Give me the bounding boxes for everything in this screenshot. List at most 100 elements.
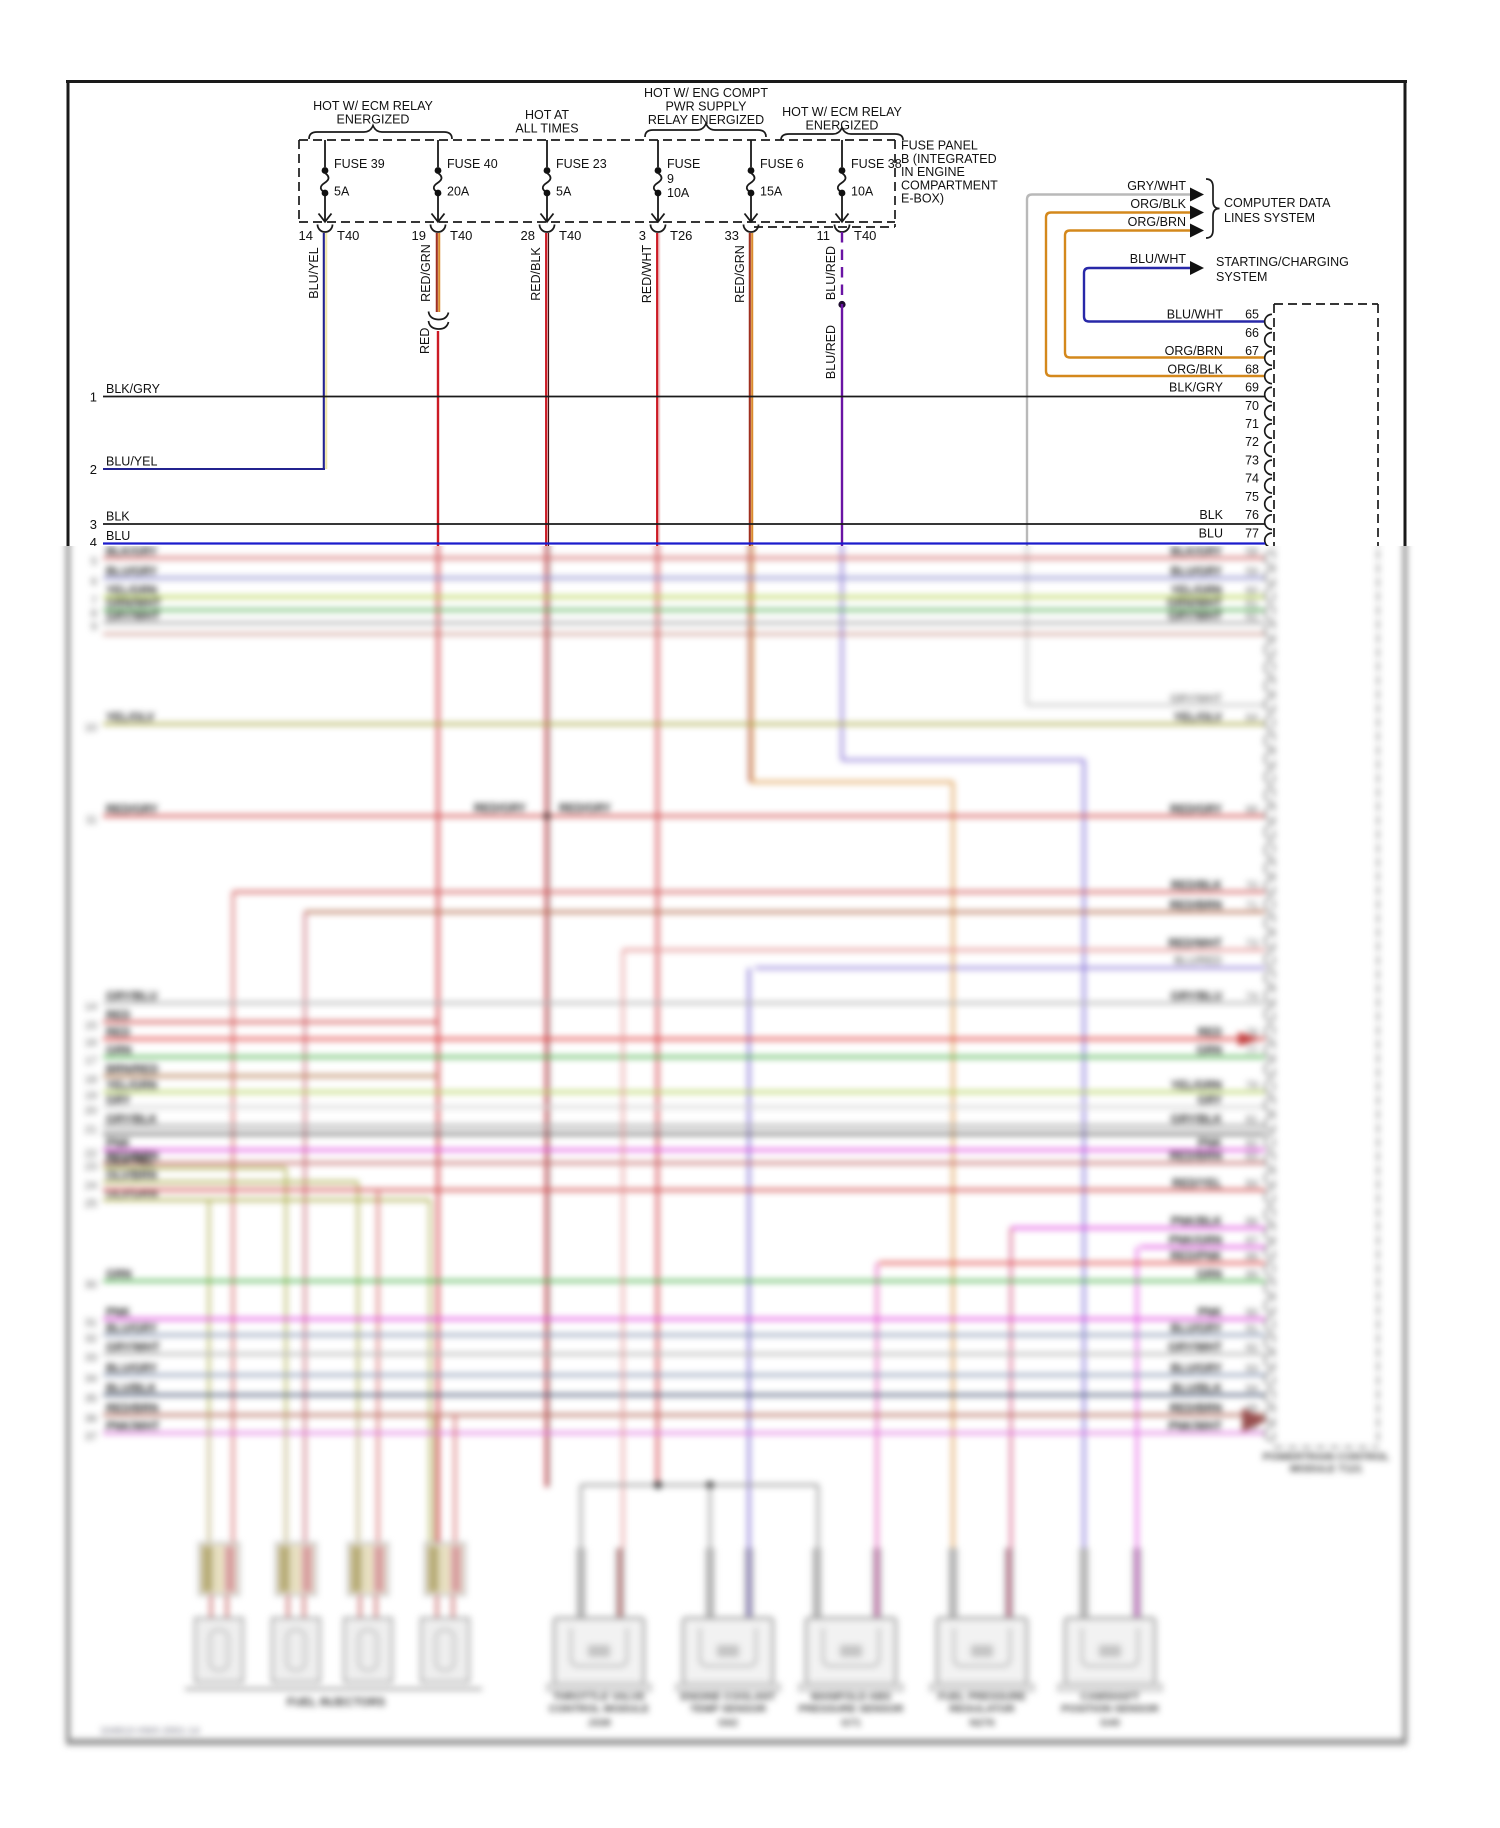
svg-text:PNK: PNK bbox=[106, 1307, 131, 1319]
svg-text:ALL TIMES: ALL TIMES bbox=[515, 122, 578, 136]
svg-text:RED/WHT: RED/WHT bbox=[640, 244, 654, 303]
svg-text:BLK: BLK bbox=[106, 510, 130, 524]
svg-text:3: 3 bbox=[90, 517, 97, 532]
svg-text:FUSE 40: FUSE 40 bbox=[447, 157, 498, 171]
svg-text:GRY/WHT: GRY/WHT bbox=[106, 611, 160, 623]
svg-text:5: 5 bbox=[91, 556, 97, 568]
svg-text:10A: 10A bbox=[667, 186, 690, 200]
svg-text:15: 15 bbox=[85, 1020, 97, 1032]
svg-text:POSITION SENSOR: POSITION SENSOR bbox=[1061, 1703, 1159, 1715]
svg-text:74: 74 bbox=[1246, 991, 1258, 1003]
svg-text:BLU/GRY: BLU/GRY bbox=[1171, 1363, 1223, 1375]
svg-text:BLU/RED: BLU/RED bbox=[824, 325, 838, 379]
svg-text:RED/GRY: RED/GRY bbox=[106, 804, 158, 816]
svg-text:GRY/WHT: GRY/WHT bbox=[106, 1342, 160, 1354]
svg-text:RED/BLK: RED/BLK bbox=[529, 247, 543, 301]
svg-text:PNK/BLK: PNK/BLK bbox=[1171, 1216, 1223, 1228]
svg-text:87: 87 bbox=[1246, 1235, 1258, 1247]
svg-text:MANIFOLD ABS: MANIFOLD ABS bbox=[811, 1691, 891, 1703]
svg-text:SYSTEM: SYSTEM bbox=[1216, 270, 1267, 284]
svg-text:RELAY ENERGIZED: RELAY ENERGIZED bbox=[648, 113, 764, 127]
svg-text:9: 9 bbox=[91, 621, 97, 633]
svg-text:PWR SUPPLY: PWR SUPPLY bbox=[665, 100, 747, 114]
svg-text:94: 94 bbox=[1246, 1383, 1258, 1395]
svg-text:BLK/GRY: BLK/GRY bbox=[106, 546, 158, 558]
svg-text:RED/BRN: RED/BRN bbox=[1170, 1403, 1222, 1415]
svg-text:PNK: PNK bbox=[1198, 1138, 1223, 1150]
svg-text:BLK/GRY: BLK/GRY bbox=[1169, 381, 1224, 395]
svg-text:RED/GRY: RED/GRY bbox=[474, 803, 526, 815]
svg-text:GRY/BLK: GRY/BLK bbox=[1171, 1114, 1223, 1126]
svg-text:69: 69 bbox=[1245, 381, 1259, 395]
svg-text:BLU/GRY: BLU/GRY bbox=[106, 1323, 158, 1335]
svg-text:14: 14 bbox=[299, 228, 313, 243]
svg-text:BLU/GRY: BLU/GRY bbox=[1171, 1323, 1223, 1335]
svg-text:HOT W/ ECM RELAY: HOT W/ ECM RELAY bbox=[782, 105, 902, 119]
svg-text:5A: 5A bbox=[334, 185, 350, 199]
svg-text:T40: T40 bbox=[450, 228, 472, 243]
svg-text:BLU: BLU bbox=[1199, 526, 1223, 540]
svg-text:BLU/BLK: BLU/BLK bbox=[106, 1383, 157, 1395]
svg-text:BLU/WHT: BLU/WHT bbox=[1167, 308, 1224, 322]
svg-text:RED: RED bbox=[106, 1027, 130, 1039]
svg-text:10: 10 bbox=[85, 722, 97, 734]
svg-text:RED/BRN: RED/BRN bbox=[106, 1403, 158, 1415]
svg-text:25: 25 bbox=[85, 1198, 97, 1210]
svg-text:ENERGIZED: ENERGIZED bbox=[337, 113, 410, 127]
svg-text:PNK: PNK bbox=[106, 1138, 131, 1150]
svg-text:FUSE 23: FUSE 23 bbox=[556, 157, 607, 171]
svg-text:PNK/WHT: PNK/WHT bbox=[1168, 1421, 1222, 1433]
svg-text:BLK: BLK bbox=[1199, 508, 1223, 522]
svg-text:BLU/GRY: BLU/GRY bbox=[1171, 566, 1223, 578]
svg-text:73: 73 bbox=[1246, 938, 1258, 950]
svg-text:MODULE T121: MODULE T121 bbox=[1290, 1463, 1363, 1475]
svg-text:GRN: GRN bbox=[1196, 1045, 1222, 1057]
svg-text:1: 1 bbox=[90, 390, 97, 405]
svg-text:20: 20 bbox=[85, 1105, 97, 1117]
svg-text:E-BOX): E-BOX) bbox=[901, 192, 944, 206]
svg-text:GRY/WHT: GRY/WHT bbox=[1127, 179, 1186, 193]
svg-text:2: 2 bbox=[90, 462, 97, 477]
svg-text:RED/BRN: RED/BRN bbox=[1170, 1151, 1222, 1163]
svg-text:82: 82 bbox=[1246, 1138, 1258, 1150]
svg-text:91: 91 bbox=[1246, 1323, 1258, 1335]
svg-text:TEMP SENSOR: TEMP SENSOR bbox=[690, 1703, 767, 1715]
svg-text:STARTING/CHARGING: STARTING/CHARGING bbox=[1216, 255, 1349, 269]
svg-text:59: 59 bbox=[1246, 566, 1258, 578]
svg-text:67: 67 bbox=[1245, 344, 1259, 358]
svg-text:BLU/GRY: BLU/GRY bbox=[106, 1363, 158, 1375]
svg-text:11: 11 bbox=[817, 228, 831, 243]
svg-text:61: 61 bbox=[1246, 598, 1258, 610]
svg-text:37: 37 bbox=[85, 1431, 97, 1443]
svg-text:THROTTLE VALVE: THROTTLE VALVE bbox=[553, 1691, 645, 1703]
svg-text:CAMSHAFT: CAMSHAFT bbox=[1081, 1691, 1140, 1703]
svg-text:15A: 15A bbox=[760, 185, 783, 199]
svg-text:ORG/BRN: ORG/BRN bbox=[1165, 344, 1223, 358]
svg-text:FUSE PANEL: FUSE PANEL bbox=[901, 139, 978, 153]
svg-text:N276: N276 bbox=[969, 1717, 994, 1729]
svg-text:104913-VWX-2001-14: 104913-VWX-2001-14 bbox=[100, 1726, 200, 1737]
svg-text:BLK/GRY: BLK/GRY bbox=[106, 382, 161, 396]
svg-text:16: 16 bbox=[85, 1037, 97, 1049]
svg-text:79: 79 bbox=[1246, 1080, 1258, 1092]
svg-text:81: 81 bbox=[1246, 1114, 1258, 1126]
svg-text:G71: G71 bbox=[841, 1717, 861, 1729]
svg-text:66: 66 bbox=[1245, 326, 1259, 340]
svg-text:73: 73 bbox=[1245, 453, 1259, 467]
svg-text:20A: 20A bbox=[447, 185, 470, 199]
svg-text:BLU/RED: BLU/RED bbox=[824, 246, 838, 300]
svg-text:71: 71 bbox=[1245, 417, 1259, 431]
svg-text:30: 30 bbox=[85, 1279, 97, 1291]
svg-text:OLV/BRN: OLV/BRN bbox=[106, 1170, 157, 1182]
svg-text:4: 4 bbox=[90, 535, 97, 550]
svg-text:28: 28 bbox=[521, 228, 535, 243]
svg-text:76: 76 bbox=[1245, 508, 1259, 522]
svg-text:3: 3 bbox=[639, 228, 646, 243]
svg-text:RED: RED bbox=[418, 328, 432, 354]
svg-text:HOT AT: HOT AT bbox=[525, 108, 569, 122]
svg-text:62: 62 bbox=[1246, 611, 1258, 623]
svg-text:68: 68 bbox=[1245, 362, 1259, 376]
svg-text:33: 33 bbox=[85, 1352, 97, 1364]
svg-text:71: 71 bbox=[1246, 900, 1258, 912]
svg-text:RED/GRY: RED/GRY bbox=[559, 803, 611, 815]
